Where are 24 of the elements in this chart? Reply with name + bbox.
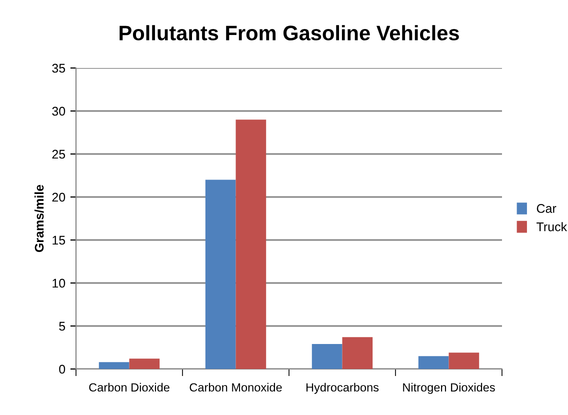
bar: [312, 344, 342, 369]
y-tick-label: 25: [52, 150, 66, 159]
x-tick-label: Nitrogen Dioxides: [403, 382, 495, 394]
y-tick-label: 35: [52, 64, 66, 73]
y-axis-title: Grams/mile: [34, 184, 44, 252]
y-tick-label: 10: [52, 278, 66, 288]
y-tick-label: 0: [59, 364, 66, 374]
x-tick-label: Carbon Dioxide: [89, 382, 170, 392]
y-tick-label: 5: [59, 322, 66, 331]
legend-label: Truck: [536, 222, 568, 232]
bar: [342, 337, 373, 369]
bar: [448, 352, 480, 369]
legend-label: Car: [536, 204, 556, 213]
y-tick-label: 15: [52, 236, 66, 245]
x-tick-label: Hydrocarbons: [306, 382, 379, 394]
bar: [98, 362, 130, 369]
chart-title: Pollutants From Gasoline Vehicles: [120, 25, 459, 40]
x-tick-label: Carbon Monoxide: [190, 382, 282, 392]
bar: [129, 358, 160, 369]
y-tick-label: 20: [52, 192, 66, 202]
bar: [418, 356, 449, 369]
bar: [236, 120, 266, 369]
y-tick-label: 30: [52, 106, 66, 116]
bar: [205, 180, 236, 369]
